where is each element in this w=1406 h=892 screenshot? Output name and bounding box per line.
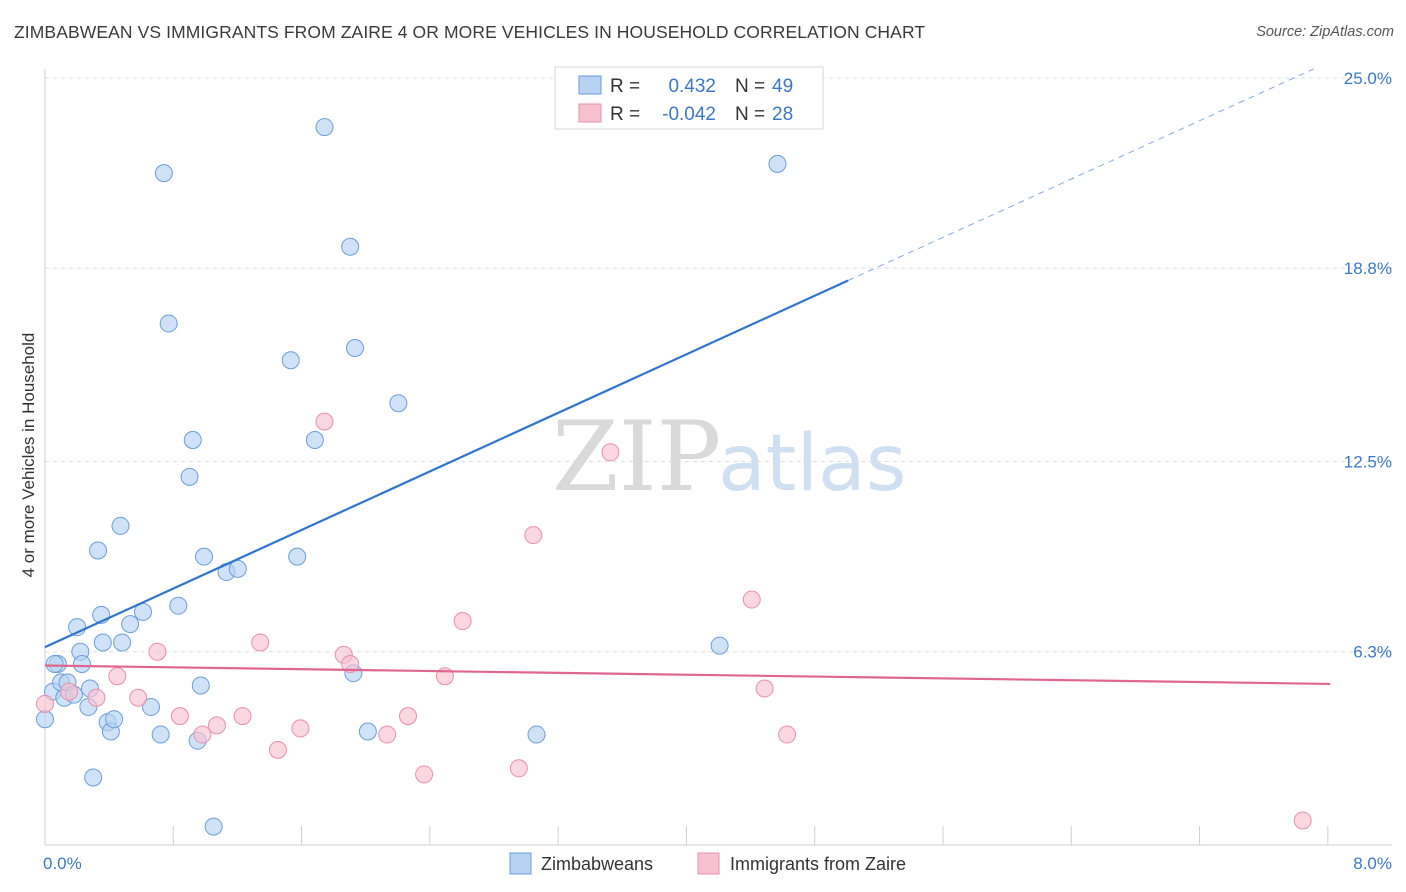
data-point-zimbabweans — [142, 697, 161, 716]
data-point-zaire — [207, 716, 226, 735]
legend-n-value-2: 28 — [772, 104, 793, 125]
data-point-zimbabweans — [281, 351, 300, 370]
data-point-zimbabweans — [389, 394, 408, 413]
legend-swatch-pink — [578, 103, 602, 123]
data-point-zimbabweans — [180, 467, 199, 486]
bottom-legend-label-zaire: Immigrants from Zaire — [730, 854, 906, 874]
data-point-zimbabweans — [341, 237, 360, 256]
legend-r-label-2: R = — [610, 104, 640, 125]
data-point-zaire — [453, 612, 472, 631]
data-point-zaire — [315, 412, 334, 431]
data-point-zimbabweans — [315, 118, 334, 137]
data-point-zimbabweans — [288, 547, 307, 566]
data-point-zimbabweans — [111, 516, 130, 535]
x-tick-label-min: 0.0% — [43, 854, 82, 873]
data-point-zaire — [1293, 811, 1312, 830]
trendline-zaire — [44, 664, 1331, 686]
data-point-zimbabweans — [183, 431, 202, 450]
data-point-zaire — [193, 725, 212, 744]
data-point-zimbabweans — [169, 596, 188, 615]
data-point-zaire — [129, 688, 148, 707]
data-point-zaire — [341, 654, 360, 673]
legend-swatch-blue — [578, 75, 602, 95]
data-point-zaire — [601, 443, 620, 462]
y-tick-label: 12.5% — [1344, 453, 1392, 472]
trendline-zimbabweans-extension — [847, 68, 1315, 281]
data-point-zimbabweans — [228, 559, 247, 578]
bottom-legend: Zimbabweans Immigrants from Zaire — [509, 852, 906, 875]
x-tick-label-max: 8.0% — [1353, 854, 1392, 873]
watermark-atlas: atlas — [718, 419, 907, 509]
data-point-zimbabweans — [105, 710, 124, 729]
data-point-zimbabweans — [84, 768, 103, 787]
data-point-zaire — [36, 694, 54, 713]
data-point-zimbabweans — [346, 338, 365, 357]
data-point-zaire — [108, 667, 127, 686]
data-point-zaire — [60, 682, 79, 701]
trendlines — [44, 68, 1331, 686]
data-point-zaire — [291, 719, 310, 738]
y-axis-label: 4 or more Vehicles in Household — [19, 333, 38, 578]
data-point-zimbabweans — [151, 725, 170, 744]
data-point-zimbabweans — [93, 633, 112, 652]
data-point-zimbabweans — [358, 722, 377, 741]
data-point-zimbabweans — [191, 676, 210, 695]
data-point-zaire — [251, 633, 270, 652]
data-point-zaire — [755, 679, 774, 698]
y-tick-label: 25.0% — [1344, 69, 1392, 88]
legend-n-label-1: N = — [735, 76, 765, 97]
data-point-zaire — [778, 725, 797, 744]
data-point-zimbabweans — [72, 654, 91, 673]
watermark-zip: ZIP — [552, 401, 721, 513]
data-point-zimbabweans — [195, 547, 214, 566]
bottom-legend-swatch-zimbabweans — [509, 852, 532, 875]
chart-title: ZIMBABWEAN VS IMMIGRANTS FROM ZAIRE 4 OR… — [14, 22, 926, 42]
data-point-zimbabweans — [113, 633, 132, 652]
data-point-zimbabweans — [710, 636, 729, 655]
data-point-zimbabweans — [154, 164, 173, 183]
data-point-zaire — [87, 688, 106, 707]
legend-r-value-1: 0.432 — [668, 76, 716, 97]
bottom-legend-swatch-zaire — [697, 852, 720, 875]
data-point-zaire — [148, 642, 167, 661]
trendline-zimbabweans — [44, 279, 849, 649]
grid — [45, 77, 1392, 653]
data-point-zimbabweans — [768, 154, 787, 173]
data-point-zimbabweans — [159, 314, 178, 333]
y-tick-label: 18.8% — [1344, 259, 1392, 278]
data-point-zaire — [399, 707, 418, 726]
data-point-zimbabweans — [36, 710, 54, 729]
legend-n-value-1: 49 — [772, 76, 793, 97]
bottom-legend-label-zimbabweans: Zimbabweans — [541, 854, 653, 874]
y-tick-labels: 6.3% 12.5% 18.8% 25.0% — [1344, 69, 1392, 662]
legend-n-label-2: N = — [735, 104, 765, 125]
data-point-zimbabweans — [527, 725, 546, 744]
data-point-zaire — [170, 707, 189, 726]
data-point-zaire — [233, 707, 252, 726]
data-point-zaire — [524, 526, 543, 545]
data-point-zimbabweans — [121, 615, 140, 634]
x-ticks — [44, 826, 1329, 845]
legend-r-value-2: -0.042 — [662, 104, 716, 125]
source-label: Source: ZipAtlas.com — [1256, 24, 1394, 40]
y-tick-label: 6.3% — [1353, 643, 1392, 662]
data-point-zaire — [378, 725, 397, 744]
legend-box: R = 0.432 N = 49 R = -0.042 N = 28 — [554, 66, 824, 130]
data-point-zaire — [742, 590, 761, 609]
data-point-zimbabweans — [45, 654, 64, 673]
data-point-zimbabweans — [204, 817, 223, 836]
data-point-zaire — [415, 765, 434, 784]
data-point-zimbabweans — [89, 541, 108, 560]
series-immigrants-from-zaire — [36, 412, 1312, 830]
data-point-zaire — [268, 740, 287, 759]
data-point-zaire — [509, 759, 528, 778]
data-point-zimbabweans — [305, 431, 324, 450]
legend-r-label-1: R = — [610, 76, 640, 97]
